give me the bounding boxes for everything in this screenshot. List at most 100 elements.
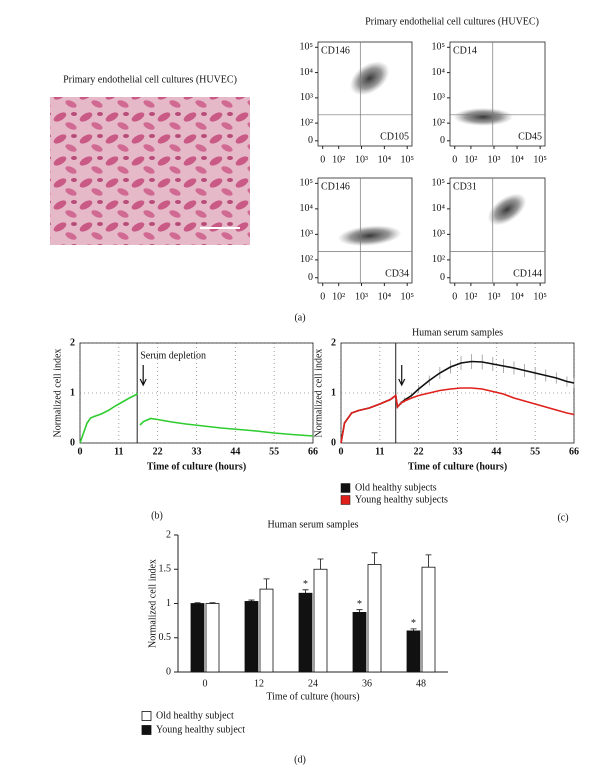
y-tick-label: 0	[440, 272, 445, 283]
y-tick-label: 10⁴	[300, 67, 314, 78]
x-tick-label: 10³	[487, 154, 500, 165]
legend-swatch	[340, 495, 351, 505]
panel-label: (a)	[294, 312, 305, 323]
x-tick-label: 11	[375, 446, 384, 457]
y-tick-label: 10⁵	[432, 42, 446, 53]
x-tick-label: 10⁴	[510, 291, 524, 302]
x-tick-label: 10³	[487, 291, 500, 302]
x-tick-label: 0	[320, 291, 325, 302]
error-bar	[263, 578, 270, 590]
x-tick-label: 36	[362, 678, 372, 689]
panel-label: (c)	[557, 512, 568, 523]
x-tick-label: 24	[308, 678, 318, 689]
y-tick-label: 10⁴	[432, 203, 446, 214]
y-tick-label: 0	[70, 437, 75, 448]
x-tick-label: 10⁴	[510, 154, 524, 165]
legend-swatch	[340, 483, 351, 493]
y-tick-label: 10²	[432, 254, 445, 265]
photo-title: Primary endothelial cell cultures (HUVEC…	[63, 74, 237, 85]
series-line	[79, 392, 314, 444]
legend-label: Young healthy subject	[156, 724, 245, 735]
y-tick-label: 2	[331, 337, 336, 348]
legend-label: Young healthy subjects	[355, 494, 448, 505]
y-tick-label: 1.5	[159, 564, 172, 575]
significance-label: *	[303, 579, 308, 590]
flow-title: Primary endothelial cell cultures (HUVEC…	[365, 16, 539, 27]
series-line	[340, 387, 575, 444]
legend-swatch	[141, 725, 152, 735]
x-marker: CD105	[380, 131, 409, 142]
x-tick-label: 44	[491, 446, 501, 457]
x-tick-label: 0	[452, 291, 457, 302]
y-tick-label: 0	[308, 272, 313, 283]
error-bar	[425, 554, 432, 568]
chart-title: Human serum samples	[267, 519, 358, 530]
significance-label: *	[357, 599, 362, 610]
arrow	[139, 365, 147, 387]
y-tick-label: 10³	[300, 229, 313, 240]
bar	[367, 564, 382, 673]
annotation: Serum depletion	[140, 350, 206, 361]
y-tick-label: 0	[331, 437, 336, 448]
x-tick-label: 10⁴	[378, 291, 392, 302]
bar	[406, 630, 421, 673]
event-density	[349, 61, 390, 96]
panel-label: (b)	[151, 510, 163, 521]
arrow	[398, 365, 406, 387]
plot-frame	[317, 177, 413, 284]
bar	[421, 566, 436, 673]
y-tick-label: 10²	[300, 254, 313, 265]
y-tick-label: 2	[70, 337, 75, 348]
micrograph	[50, 97, 250, 245]
y-tick-label: 10³	[432, 92, 445, 103]
x-tick-label: 10⁵	[400, 154, 414, 165]
bar	[298, 592, 313, 673]
y-axis-label: Normalized cell index	[147, 559, 158, 648]
y-tick-label: 10²	[300, 117, 313, 128]
y-tick-label: 0.5	[159, 632, 172, 643]
y-tick-label: 10⁵	[432, 178, 446, 189]
x-tick-label: 66	[308, 446, 318, 457]
event-density	[487, 193, 527, 226]
plot-frame	[449, 177, 546, 284]
y-tick-label: 10³	[432, 229, 445, 240]
error-bar	[302, 589, 309, 594]
y-tick-label: 1	[166, 598, 171, 609]
series-line	[340, 360, 575, 444]
y-tick-label: 0	[166, 666, 171, 677]
legend-swatch	[141, 711, 152, 721]
x-tick-label: 66	[569, 446, 579, 457]
x-tick-label: 11	[114, 446, 123, 457]
x-axis-label: Time of culture (hours)	[408, 461, 507, 472]
bar	[352, 612, 367, 673]
panel-label: (d)	[294, 754, 306, 765]
bar	[244, 601, 259, 673]
x-tick-label: 22	[153, 446, 163, 457]
plot-frame	[79, 342, 314, 444]
x-marker: CD34	[385, 268, 409, 279]
x-tick-label: 0	[203, 678, 208, 689]
x-axis-label: Time of culture (hours)	[147, 461, 246, 472]
x-tick-label: 10⁵	[533, 291, 547, 302]
x-tick-label: 10²	[332, 291, 345, 302]
event-density	[337, 225, 402, 247]
error-bar	[194, 602, 201, 604]
legend-label: Old healthy subject	[156, 710, 234, 721]
y-tick-label: 10⁴	[432, 67, 446, 78]
y-axis-label: Normalized cell index	[52, 349, 63, 438]
x-tick-label: 48	[416, 678, 426, 689]
y-tick-label: 10⁵	[300, 178, 314, 189]
x-tick-label: 22	[414, 446, 424, 457]
y-tick-label: 10²	[432, 117, 445, 128]
x-tick-label: 10⁴	[378, 154, 392, 165]
y-tick-label: 1	[70, 387, 75, 398]
x-tick-label: 44	[230, 446, 240, 457]
x-tick-label: 0	[339, 446, 344, 457]
y-tick-label: 1	[331, 387, 336, 398]
y-tick-label: 0	[440, 135, 445, 146]
bar	[259, 588, 274, 673]
x-tick-label: 0	[78, 446, 83, 457]
x-tick-label: 33	[453, 446, 463, 457]
x-tick-label: 0	[452, 154, 457, 165]
